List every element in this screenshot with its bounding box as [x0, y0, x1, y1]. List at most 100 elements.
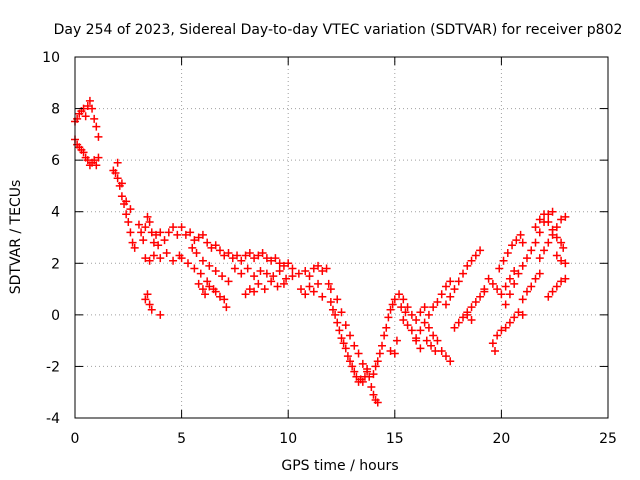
grid [75, 57, 608, 418]
data-point [363, 365, 372, 374]
data-point [262, 269, 271, 278]
data-point [557, 215, 566, 224]
y-tick-label: -2 [46, 359, 60, 375]
data-point [301, 267, 310, 276]
data-point [177, 223, 186, 232]
data-point [505, 318, 514, 327]
data-point [510, 313, 519, 322]
data-point [407, 326, 416, 335]
data-point [279, 279, 288, 288]
data-point [331, 310, 340, 319]
data-point [156, 254, 165, 263]
data-point [505, 290, 514, 299]
data-point [85, 96, 94, 105]
data-point [194, 233, 203, 242]
data-point [488, 279, 497, 288]
data-point [501, 300, 510, 309]
data-point [177, 254, 186, 263]
data-point [141, 295, 150, 304]
data-point [518, 310, 527, 319]
x-tick-label: 25 [599, 431, 617, 447]
data-point [540, 246, 549, 255]
data-point [205, 282, 214, 291]
data-point [90, 114, 99, 123]
data-point [561, 212, 570, 221]
data-point [390, 349, 399, 358]
data-point [222, 303, 231, 312]
data-point [194, 279, 203, 288]
data-point [522, 254, 531, 263]
data-point [548, 207, 557, 216]
y-tick-label: 4 [51, 205, 60, 221]
data-point [386, 305, 395, 314]
plot-frame [74, 56, 609, 419]
data-point [243, 264, 252, 273]
data-point [147, 228, 156, 237]
data-point [424, 310, 433, 319]
data-point [499, 256, 508, 265]
data-point [399, 316, 408, 325]
data-point [378, 341, 387, 350]
data-point [83, 101, 92, 110]
data-point [510, 279, 519, 288]
data-point [241, 290, 250, 299]
x-tick-label: 15 [386, 431, 404, 447]
y-axis-label: SDTVAR / TECUs [8, 180, 24, 295]
data-point [250, 254, 259, 263]
data-point [260, 285, 269, 294]
data-point [196, 269, 205, 278]
data-point [459, 269, 468, 278]
y-tick-label: 2 [51, 256, 60, 272]
data-point [169, 256, 178, 265]
data-point [535, 215, 544, 224]
data-point [518, 295, 527, 304]
data-point [284, 259, 293, 268]
data-point [512, 236, 521, 245]
data-point [337, 334, 346, 343]
data-point [126, 205, 135, 214]
data-point [422, 336, 431, 345]
data-point [527, 282, 536, 291]
data-point [309, 264, 318, 273]
data-point [433, 297, 442, 306]
data-point [446, 277, 455, 286]
data-point [341, 321, 350, 330]
data-point [386, 346, 395, 355]
data-point [335, 326, 344, 335]
data-point [156, 228, 165, 237]
data-point [424, 323, 433, 332]
data-point [186, 228, 195, 237]
data-point [164, 228, 173, 237]
data-point [531, 238, 540, 247]
data-point [454, 277, 463, 286]
data-point [441, 352, 450, 361]
data-point [535, 254, 544, 263]
data-point [149, 251, 158, 260]
data-point [495, 264, 504, 273]
data-point [145, 256, 154, 265]
data-point [152, 230, 161, 239]
data-point [471, 297, 480, 306]
data-point [399, 295, 408, 304]
data-point [267, 256, 276, 265]
data-point [198, 230, 207, 239]
data-point [113, 174, 122, 183]
data-point [117, 192, 126, 201]
data-point [326, 297, 335, 306]
data-point [333, 295, 342, 304]
data-point [288, 264, 297, 273]
data-point [134, 220, 143, 229]
data-point [90, 156, 99, 165]
data-point [527, 246, 536, 255]
data-point [514, 308, 523, 317]
data-point [343, 352, 352, 361]
data-point [552, 223, 561, 232]
data-point [81, 112, 90, 121]
data-point [416, 308, 425, 317]
data-point [122, 210, 131, 219]
data-point [169, 223, 178, 232]
data-point [188, 243, 197, 252]
data-point [279, 261, 288, 270]
data-point [420, 303, 429, 312]
